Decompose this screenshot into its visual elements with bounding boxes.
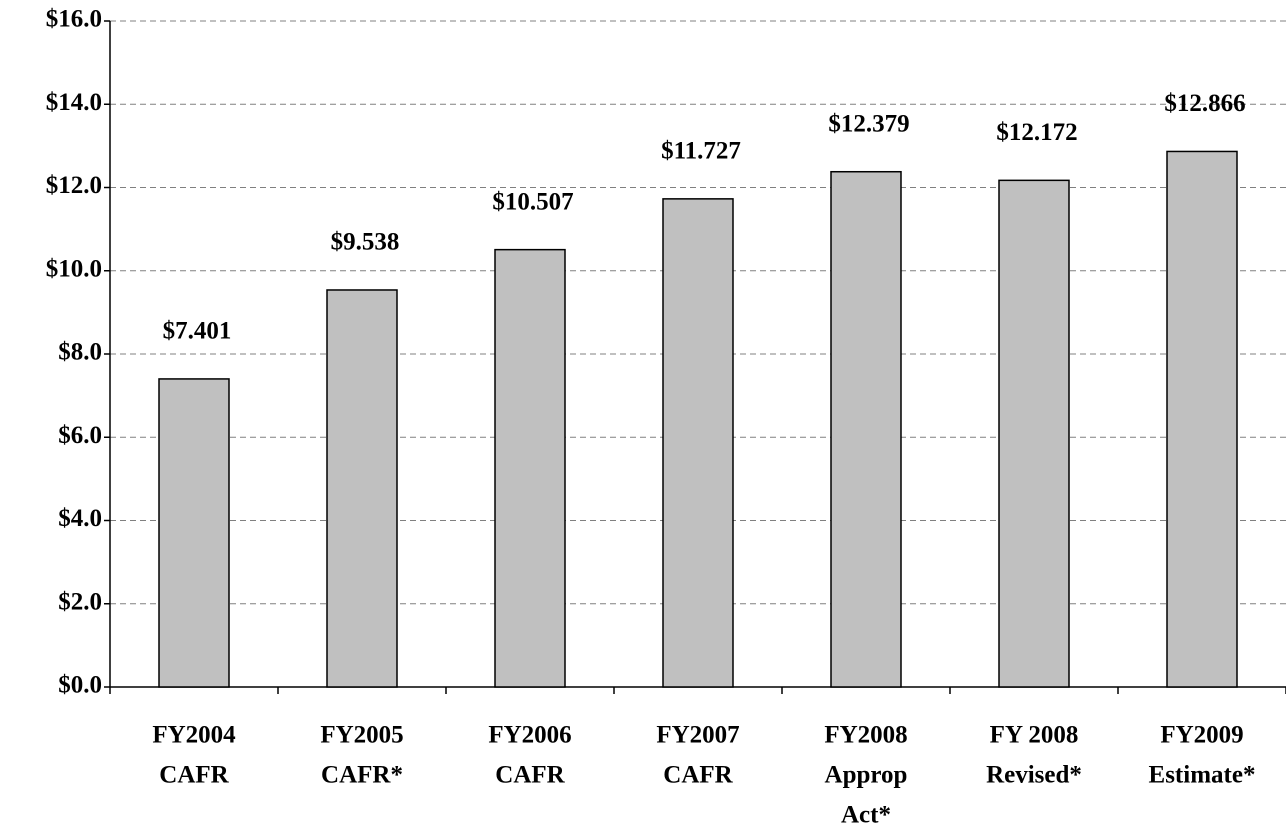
value-label: $12.172 xyxy=(996,119,1077,146)
bar xyxy=(494,248,566,688)
x-tick-label: CAFR* xyxy=(321,762,403,789)
value-label: $9.538 xyxy=(331,229,400,256)
bar xyxy=(998,179,1070,688)
y-tick-label: $6.0 xyxy=(58,422,102,449)
x-tick-label: CAFR xyxy=(495,762,565,789)
y-tick-label: $14.0 xyxy=(46,89,102,116)
x-tick-label: Approp xyxy=(825,762,908,789)
bar xyxy=(326,289,398,688)
x-tick-label: FY2005 xyxy=(320,722,403,749)
y-tick-label: $12.0 xyxy=(46,172,102,199)
y-tick-label: $8.0 xyxy=(58,339,102,366)
value-label: $7.401 xyxy=(163,318,232,345)
y-tick-label: $0.0 xyxy=(58,672,102,699)
bar xyxy=(1166,150,1238,688)
x-tick-label: Act* xyxy=(841,802,891,829)
x-tick-label: FY2009 xyxy=(1160,722,1243,749)
x-tick-label: FY2004 xyxy=(152,722,236,749)
y-tick-label: $4.0 xyxy=(58,505,102,532)
x-tick-label: Revised* xyxy=(986,762,1082,789)
y-tick-label: $16.0 xyxy=(46,6,102,33)
x-tick-label: CAFR xyxy=(663,762,733,789)
bar xyxy=(662,198,734,688)
y-tick-label: $10.0 xyxy=(46,255,102,282)
value-label: $12.866 xyxy=(1164,90,1245,117)
x-tick-label: FY 2008 xyxy=(990,722,1079,749)
bar xyxy=(158,378,230,688)
value-label: $12.379 xyxy=(828,110,909,137)
x-tick-label: FY2007 xyxy=(656,722,739,749)
value-label: $11.727 xyxy=(661,138,741,165)
bar xyxy=(830,170,902,688)
x-tick-label: CAFR xyxy=(159,762,229,789)
x-tick-label: Estimate* xyxy=(1149,762,1256,789)
y-tick-label: $2.0 xyxy=(58,588,102,615)
x-tick-label: FY2008 xyxy=(824,722,907,749)
x-tick-label: FY2006 xyxy=(488,722,571,749)
value-label: $10.507 xyxy=(492,188,573,215)
